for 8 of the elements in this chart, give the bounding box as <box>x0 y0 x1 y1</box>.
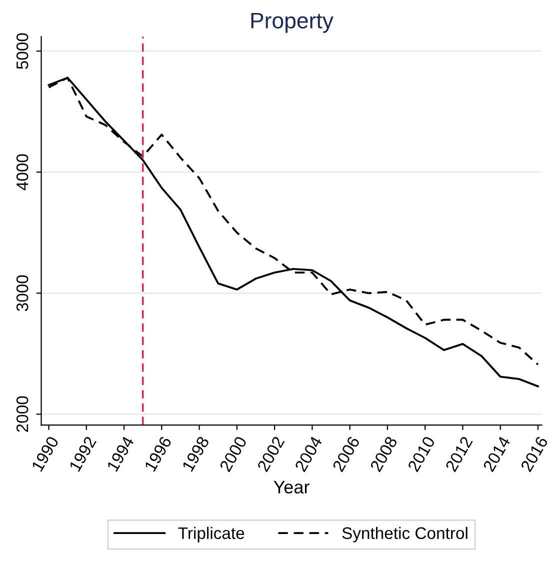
legend-label: Synthetic Control <box>342 526 468 542</box>
y-tick-label: 2000 <box>16 396 28 432</box>
legend-label: Triplicate <box>178 526 244 542</box>
y-tick-label: 5000 <box>16 33 28 69</box>
y-tick-label: 4000 <box>16 154 28 190</box>
y-tick-label: 3000 <box>16 275 28 312</box>
chart-title: Property <box>251 12 334 33</box>
x-axis-title: Year <box>274 480 310 494</box>
